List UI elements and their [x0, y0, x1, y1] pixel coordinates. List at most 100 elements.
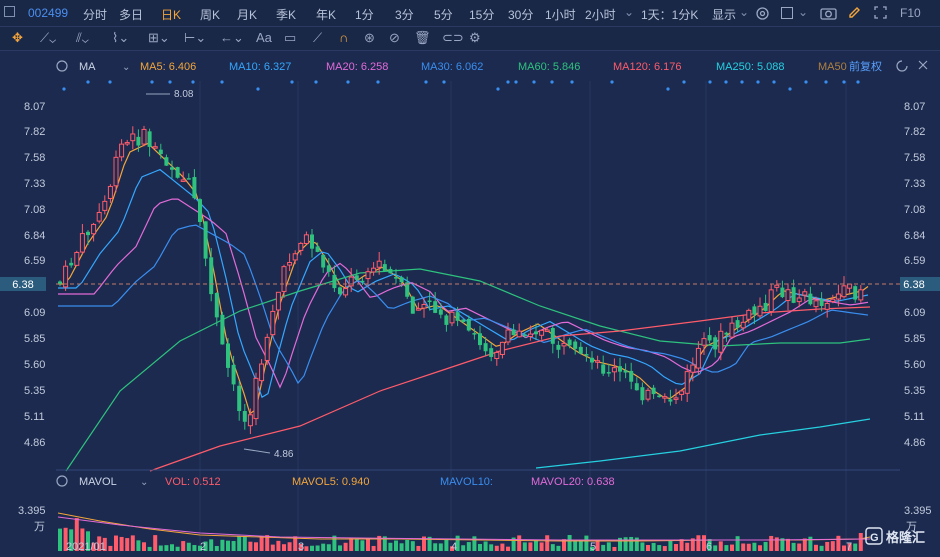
volume-bar[interactable]: [646, 545, 650, 551]
period-tab-1hour[interactable]: 1小时: [545, 8, 576, 22]
candle-down[interactable]: [136, 136, 141, 146]
volume-bar[interactable]: [310, 545, 314, 551]
period-tab-15min[interactable]: 15分: [469, 8, 495, 22]
candle-up[interactable]: [684, 371, 690, 394]
event-marker[interactable]: [108, 80, 112, 84]
volume-bar[interactable]: [377, 535, 382, 551]
candle-down[interactable]: [466, 318, 471, 331]
candle-down[interactable]: [590, 357, 594, 363]
event-marker[interactable]: [756, 80, 760, 84]
volume-bar[interactable]: [287, 542, 292, 551]
volume-bar[interactable]: [102, 537, 107, 551]
event-marker[interactable]: [150, 80, 154, 84]
volume-bar[interactable]: [713, 545, 718, 551]
candle-down[interactable]: [242, 410, 247, 422]
event-marker[interactable]: [610, 80, 614, 84]
volume-bar[interactable]: [108, 545, 113, 551]
event-marker[interactable]: [86, 80, 90, 84]
volume-bar[interactable]: [506, 546, 510, 551]
candle-down[interactable]: [360, 280, 365, 283]
candle-down[interactable]: [819, 299, 824, 306]
candle-up[interactable]: [835, 293, 841, 300]
event-marker[interactable]: [788, 87, 792, 91]
stock-checkbox[interactable]: [4, 6, 15, 17]
adjust-select[interactable]: 前复权: [849, 59, 882, 73]
chevron-down-icon[interactable]: ⌄: [122, 62, 130, 73]
candle-down[interactable]: [226, 343, 230, 368]
candle-down[interactable]: [444, 315, 449, 325]
period-tab-2hour[interactable]: 2小时: [585, 8, 616, 22]
volume-bar[interactable]: [674, 544, 678, 551]
volume-bar[interactable]: [830, 541, 835, 551]
candle-up[interactable]: [796, 297, 802, 303]
candle-down[interactable]: [752, 306, 757, 315]
volume-bar[interactable]: [595, 540, 600, 551]
candle-down[interactable]: [640, 387, 645, 401]
candle-up[interactable]: [298, 242, 304, 251]
chevron-down-icon[interactable]: ⌄: [624, 5, 635, 19]
volume-bar[interactable]: [366, 538, 370, 551]
measure-tool-icon[interactable]: ⊢⌄: [184, 30, 207, 45]
event-marker[interactable]: [740, 80, 744, 84]
volume-bar[interactable]: [265, 535, 270, 551]
volume-bar[interactable]: [153, 535, 158, 551]
period-tab-fenshi[interactable]: 分时: [83, 8, 108, 22]
volume-bar[interactable]: [410, 541, 415, 551]
chevron-down-icon[interactable]: ⌄: [140, 477, 148, 488]
candle-down[interactable]: [556, 344, 561, 350]
volume-bar[interactable]: [511, 537, 516, 551]
trash-icon[interactable]: 🗑: [414, 30, 431, 45]
volume-bar[interactable]: [382, 536, 387, 551]
volume-bar[interactable]: [814, 544, 818, 551]
candle-up[interactable]: [287, 262, 293, 266]
candle-up[interactable]: [376, 260, 382, 268]
candle-up[interactable]: [130, 133, 136, 142]
volume-bar[interactable]: [802, 538, 807, 551]
volume-bar[interactable]: [758, 545, 762, 551]
period-tab-1min[interactable]: 1分: [355, 8, 374, 22]
volume-bar[interactable]: [539, 542, 544, 551]
event-marker[interactable]: [842, 80, 846, 84]
candle-down[interactable]: [623, 370, 628, 373]
candle-down[interactable]: [713, 337, 718, 350]
candle-down[interactable]: [310, 234, 314, 249]
volume-bar[interactable]: [136, 540, 141, 551]
volume-bar[interactable]: [354, 538, 359, 551]
candle-up[interactable]: [264, 336, 270, 361]
candle-down[interactable]: [338, 287, 342, 295]
candle-down[interactable]: [209, 257, 214, 295]
period-tab-monthly[interactable]: 月K: [237, 8, 258, 22]
volume-bar[interactable]: [399, 543, 404, 551]
volume-bar[interactable]: [237, 536, 242, 551]
candle-up[interactable]: [119, 143, 125, 158]
candle-up[interactable]: [645, 389, 651, 400]
event-marker[interactable]: [424, 80, 428, 84]
volume-bar[interactable]: [522, 542, 527, 551]
volume-bar[interactable]: [769, 535, 774, 551]
volume-bar[interactable]: [836, 535, 841, 551]
candle-down[interactable]: [791, 287, 796, 303]
volume-bar[interactable]: [242, 536, 247, 551]
volume-bar[interactable]: [528, 542, 533, 551]
lock-drawing-icon[interactable]: ⊛: [364, 30, 375, 45]
volume-bar[interactable]: [573, 539, 578, 551]
candle-up[interactable]: [505, 329, 511, 343]
volume-bar[interactable]: [797, 543, 802, 551]
candle-down[interactable]: [170, 167, 174, 170]
volume-bar[interactable]: [461, 545, 466, 551]
volume-bar[interactable]: [226, 540, 230, 551]
candle-down[interactable]: [478, 333, 482, 346]
candle-down[interactable]: [388, 268, 393, 274]
candle-down[interactable]: [657, 395, 662, 398]
candle-up[interactable]: [343, 288, 349, 296]
volume-bar[interactable]: [696, 535, 701, 551]
volume-bar[interactable]: [405, 539, 410, 551]
volume-bar[interactable]: [472, 536, 477, 551]
candle-down[interactable]: [489, 348, 494, 357]
volume-bar[interactable]: [629, 536, 634, 551]
candle-down[interactable]: [237, 385, 242, 412]
candle-down[interactable]: [382, 264, 387, 271]
fibonacci-tool-icon[interactable]: ⊞⌄: [148, 30, 170, 45]
volume-bar[interactable]: [321, 543, 326, 551]
candle-down[interactable]: [58, 281, 62, 284]
